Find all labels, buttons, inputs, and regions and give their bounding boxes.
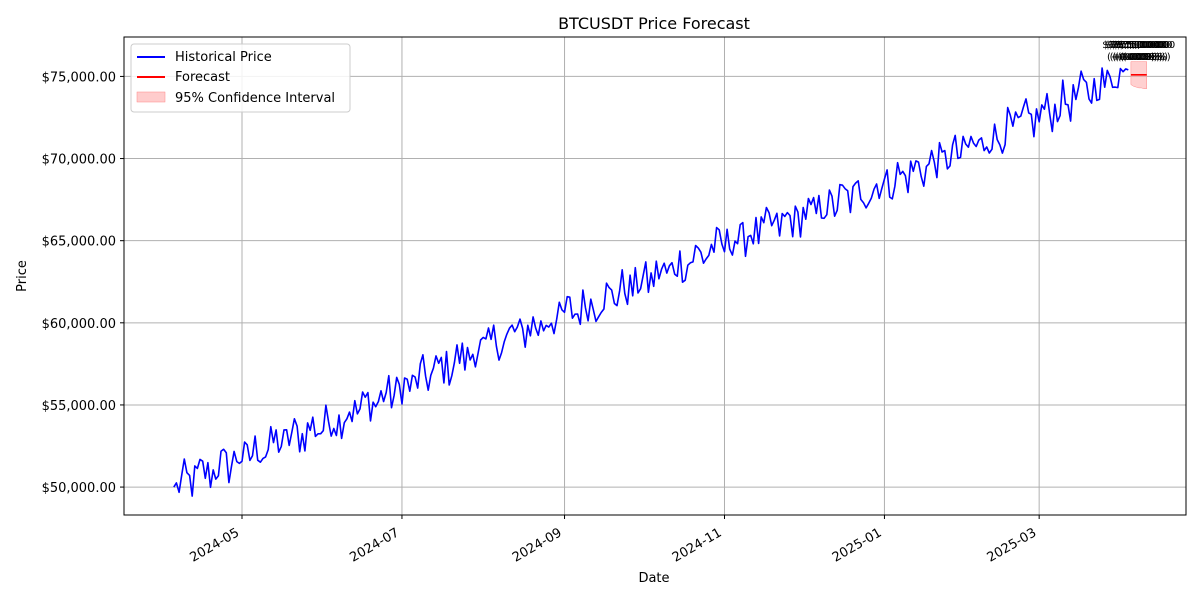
y-axis-ticks: $50,000.00 $55,000.00 $60,000.00 $65,000.00… <box>42 70 124 496</box>
forecast-annotation-value: $75,100.00 <box>1115 40 1172 51</box>
forecast-annotation-value: $75,100.00 <box>1118 40 1175 51</box>
forecast-annotation-change: (+0.00%) <box>1117 52 1165 63</box>
forecast-annotation-change: (+0.00%) <box>1123 52 1171 63</box>
forecast-annotation-change: (+0.00%) <box>1120 52 1168 63</box>
forecast-annotation-value: $75,100.00 <box>1102 40 1159 51</box>
forecast-annotations: $75,100.00(+0.00%)$75,100.00(+0.00%)$75,… <box>1102 40 1175 63</box>
forecast-annotation-value: $75,100.00 <box>1113 40 1170 51</box>
legend-swatch-confidence <box>136 91 166 103</box>
forecast-annotation-change: (+0.00%) <box>1115 52 1163 63</box>
y-tick-label: $65,000.00 <box>42 235 116 250</box>
y-tick-label: $60,000.00 <box>42 317 116 332</box>
historical-price-line <box>173 67 1129 497</box>
forecast-annotation-value: $75,100.00 <box>1108 40 1165 51</box>
y-tick-label: $55,000.00 <box>42 399 116 414</box>
plot-frame <box>123 36 1187 516</box>
y-tick-label: $75,000.00 <box>42 70 116 85</box>
legend-label-confidence: 95% Confidence Interval <box>175 91 335 106</box>
chart-title: BTCUSDT Price Forecast <box>558 14 750 33</box>
gridlines <box>124 37 1186 515</box>
forecast-annotation-change: (+0.00%) <box>1112 52 1160 63</box>
y-tick-label: $50,000.00 <box>42 481 116 496</box>
forecast-annotation-value: $75,100.00 <box>1110 40 1167 51</box>
forecast-annotation-change: (+0.00%) <box>1107 52 1155 63</box>
legend-label-forecast: Forecast <box>175 70 230 85</box>
legend-label-historical: Historical Price <box>175 50 272 65</box>
legend-box <box>130 43 351 113</box>
legend: Historical Price Forecast 95% Confidence… <box>130 43 351 113</box>
forecast-annotation-value: $75,100.00 <box>1105 40 1162 51</box>
x-axis-label: Date <box>638 571 669 586</box>
y-tick-label: $70,000.00 <box>42 153 116 168</box>
series-lines <box>173 67 1147 497</box>
y-axis-label: Price <box>15 260 30 292</box>
forecast-annotation-change: (+0.00%) <box>1110 52 1158 63</box>
